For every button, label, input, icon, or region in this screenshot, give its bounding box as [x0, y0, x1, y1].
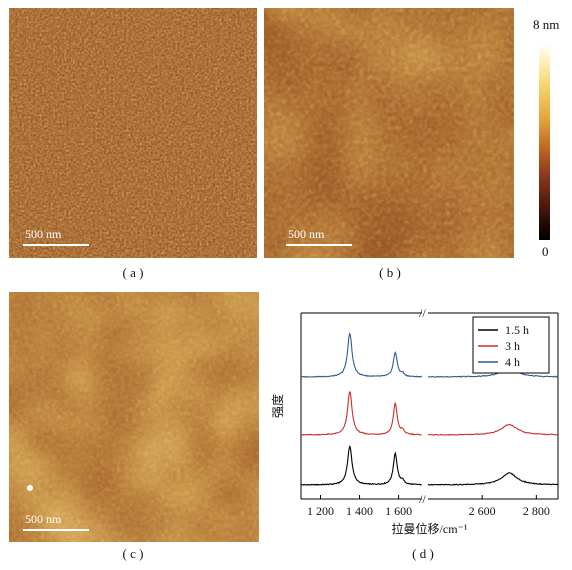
scalebar-line-a: [23, 244, 89, 246]
axis-break-mark: //: [419, 492, 426, 506]
afm-texture-c: [9, 292, 259, 542]
afm-texture-a: [9, 8, 257, 258]
legend-label: 3 h: [505, 339, 520, 353]
x-axis-label: 拉曼位移/cm⁻¹: [392, 521, 468, 536]
legend-label: 1.5 h: [505, 323, 529, 337]
x-tick-label: 1 200: [307, 504, 334, 518]
scalebar-label-b: 500 nm: [288, 227, 325, 241]
colorbar-max-label: 8 nm: [533, 17, 560, 32]
spectrum-line-4h: [300, 332, 423, 378]
spectrum-line-1.5h: [300, 445, 422, 486]
legend-box: [472, 316, 550, 374]
x-tick-label: 1 600: [385, 504, 412, 518]
height-colorbar: [539, 44, 550, 240]
scalebar-label-c: 500 nm: [25, 512, 62, 526]
afm-image-b: 500 nm: [264, 8, 514, 258]
afm-texture-b: [264, 8, 514, 258]
scalebar-line-c: [23, 529, 89, 531]
caption-c: ( c ): [122, 546, 144, 561]
caption-d: ( d ): [412, 546, 434, 561]
spectrum-line-1.5h: [427, 472, 559, 486]
colorbar-min-label: 0: [542, 244, 549, 259]
legend-label: 4 h: [505, 355, 520, 369]
x-tick-label: 1 400: [346, 504, 373, 518]
caption-b: ( b ): [379, 265, 401, 280]
spectrum-line-3h: [427, 423, 559, 436]
y-axis-label: 强度: [270, 394, 285, 418]
raman-chart-svg: // // 1 200 1 400 1 600 2 600 2 800 拉曼位移/cm⁻¹ 强度…: [270, 306, 559, 536]
spectrum-line-3h: [301, 391, 422, 436]
afm-image-c: 500 nm: [9, 292, 259, 542]
afm-image-a: 500 nm: [9, 8, 257, 258]
raman-chart: // // 1 200 1 400 1 600 2 600 2 800 拉曼位移/cm⁻¹ 强度…: [268, 305, 568, 540]
x-tick-label: 2 600: [469, 504, 496, 518]
axis-break-mark: //: [419, 306, 426, 320]
scalebar-label-a: 500 nm: [25, 227, 62, 241]
caption-a: ( a ): [122, 265, 144, 280]
x-tick-label: 2 800: [523, 504, 550, 518]
scalebar-line-b: [286, 244, 352, 246]
spectrum-line-4h: [427, 367, 559, 378]
